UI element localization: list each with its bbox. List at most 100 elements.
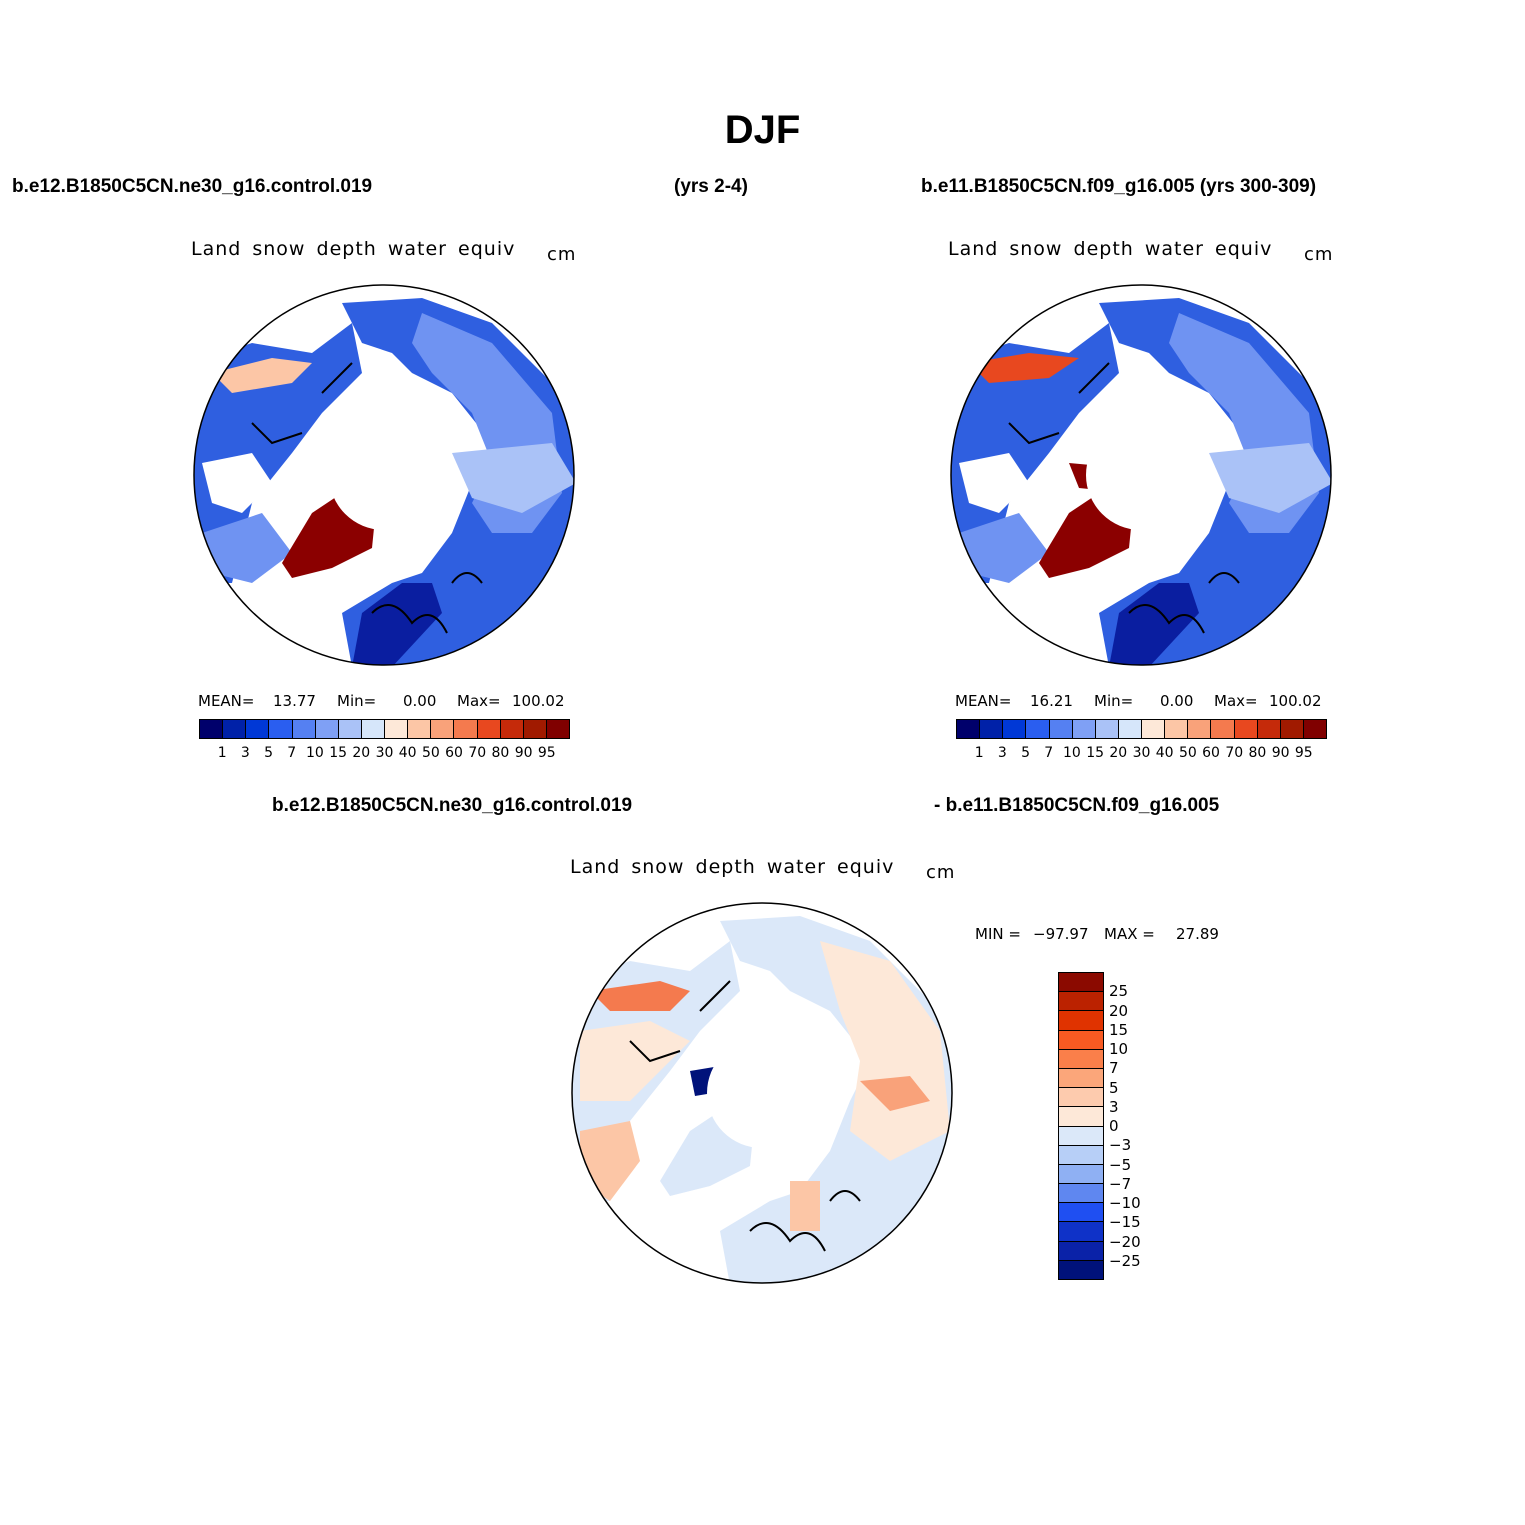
colorbar-swatch bbox=[385, 720, 409, 738]
colorbar-swatch bbox=[454, 720, 478, 738]
diff-case-b-label: - b.e11.B1850C5CN.f09_g16.005 bbox=[934, 795, 1220, 816]
diff-min-value: −97.97 bbox=[1033, 925, 1089, 943]
colorbar-swatch bbox=[1003, 720, 1027, 738]
colorbar-tick-label: 7 bbox=[1044, 745, 1054, 761]
diff-case-a-label: b.e12.B1850C5CN.ne30_g16.control.019 bbox=[272, 795, 633, 816]
left-panel-variable: Land snow depth water equiv bbox=[191, 238, 516, 260]
colorbar-swatch bbox=[1059, 1088, 1103, 1108]
colorbar-swatch bbox=[408, 720, 432, 738]
colorbar-tick-label: 15 bbox=[1109, 1020, 1129, 1039]
left-mean-value: 13.77 bbox=[273, 692, 316, 710]
left-mean-label: MEAN= bbox=[198, 692, 255, 710]
left-polar-map bbox=[193, 284, 575, 666]
colorbar-tick-label: 10 bbox=[1063, 745, 1081, 761]
diff-colorbar bbox=[1058, 972, 1104, 1280]
colorbar-swatch bbox=[361, 720, 385, 738]
diff-panel-units: cm bbox=[926, 862, 956, 883]
colorbar-tick-label: 80 bbox=[1248, 745, 1267, 761]
colorbar-swatch bbox=[223, 720, 247, 738]
right-max-label: Max= bbox=[1214, 692, 1258, 710]
left-panel-units: cm bbox=[547, 244, 577, 265]
colorbar-swatch bbox=[546, 720, 569, 738]
colorbar-tick-label: −25 bbox=[1109, 1251, 1141, 1270]
right-polar-map bbox=[950, 284, 1332, 666]
left-max-label: Max= bbox=[457, 692, 501, 710]
colorbar-tick-label: −5 bbox=[1109, 1155, 1132, 1174]
colorbar-swatch bbox=[1059, 1184, 1103, 1204]
difference-polar-map bbox=[571, 902, 953, 1284]
colorbar-swatch bbox=[1280, 720, 1304, 738]
colorbar-swatch bbox=[1165, 720, 1189, 738]
colorbar-tick-label: 5 bbox=[1109, 1078, 1119, 1097]
colorbar-swatch bbox=[523, 720, 547, 738]
top-left-case-label: b.e12.B1850C5CN.ne30_g16.control.019 bbox=[12, 176, 373, 197]
colorbar-tick-label: 3 bbox=[1109, 1097, 1119, 1116]
top-left-years-label: (yrs 2-4) bbox=[674, 176, 748, 197]
colorbar-tick-label: 70 bbox=[1225, 745, 1244, 761]
colorbar-tick-label: 10 bbox=[306, 745, 324, 761]
colorbar-swatch bbox=[1059, 1164, 1103, 1185]
right-mean-label: MEAN= bbox=[955, 692, 1012, 710]
colorbar-tick-label: 5 bbox=[1021, 745, 1031, 761]
colorbar-swatch bbox=[477, 720, 501, 738]
colorbar-swatch bbox=[1059, 973, 1103, 993]
colorbar-swatch bbox=[500, 720, 524, 738]
left-min-label: Min= bbox=[337, 692, 377, 710]
right-panel-variable: Land snow depth water equiv bbox=[948, 238, 1273, 260]
colorbar-swatch bbox=[1234, 720, 1258, 738]
colorbar-tick-label: 30 bbox=[375, 745, 394, 761]
colorbar-swatch bbox=[1049, 720, 1073, 738]
colorbar-swatch bbox=[1142, 720, 1166, 738]
colorbar-swatch bbox=[1118, 720, 1142, 738]
colorbar-swatch bbox=[1059, 1030, 1103, 1050]
colorbar-swatch bbox=[1188, 720, 1212, 738]
colorbar-tick-label: 40 bbox=[1155, 745, 1174, 761]
colorbar-tick-label: 40 bbox=[398, 745, 417, 761]
colorbar-swatch bbox=[1026, 720, 1050, 738]
left-colorbar-ticks: 1 3 5 7 10 15 20 30 40 50 60 70 80 90 95 bbox=[199, 745, 570, 765]
colorbar-tick-label: 10 bbox=[1109, 1040, 1129, 1058]
diff-colorbar-ticks: 25 20 15 10 7 5 3 0 −3 −5 −7 −10 −15 −20 −25 bbox=[1109, 972, 1169, 1280]
colorbar-tick-label: 50 bbox=[421, 745, 440, 761]
colorbar-swatch bbox=[1059, 1203, 1103, 1223]
colorbar-tick-label: 0 bbox=[1109, 1117, 1119, 1135]
right-max-value: 100.02 bbox=[1269, 692, 1322, 710]
colorbar-tick-label: 3 bbox=[240, 745, 250, 761]
colorbar-swatch bbox=[338, 720, 362, 738]
left-colorbar bbox=[199, 719, 570, 739]
colorbar-swatch bbox=[1059, 1145, 1103, 1165]
colorbar-swatch bbox=[431, 720, 455, 738]
colorbar-tick-label: 95 bbox=[1294, 745, 1313, 761]
colorbar-tick-label: 7 bbox=[287, 745, 297, 761]
colorbar-swatch bbox=[1059, 1049, 1103, 1069]
diff-panel-variable: Land snow depth water equiv bbox=[570, 856, 895, 878]
page-title: DJF bbox=[724, 108, 801, 152]
colorbar-tick-label: 20 bbox=[352, 745, 371, 761]
colorbar-swatch bbox=[246, 720, 270, 738]
colorbar-tick-label: 1 bbox=[217, 745, 227, 761]
colorbar-tick-label: 15 bbox=[329, 745, 348, 761]
colorbar-tick-label: 95 bbox=[537, 745, 556, 761]
right-min-label: Min= bbox=[1094, 692, 1134, 710]
colorbar-swatch bbox=[315, 720, 339, 738]
colorbar-swatch bbox=[1059, 1011, 1103, 1031]
colorbar-tick-label: −3 bbox=[1109, 1136, 1132, 1155]
top-right-case-label: b.e11.B1850C5CN.f09_g16.005 (yrs 300-309… bbox=[921, 176, 1317, 197]
colorbar-swatch bbox=[1059, 1222, 1103, 1242]
colorbar-swatch bbox=[1257, 720, 1281, 738]
colorbar-tick-label: 1 bbox=[974, 745, 984, 761]
colorbar-tick-label: 3 bbox=[997, 745, 1007, 761]
colorbar-tick-label: 90 bbox=[514, 745, 533, 761]
colorbar-tick-label: 25 bbox=[1109, 982, 1129, 1001]
left-max-value: 100.02 bbox=[512, 692, 565, 710]
colorbar-tick-label: −20 bbox=[1109, 1232, 1141, 1251]
colorbar-swatch bbox=[1059, 1107, 1103, 1127]
colorbar-swatch bbox=[1059, 992, 1103, 1012]
colorbar-swatch bbox=[980, 720, 1004, 738]
colorbar-tick-label: 20 bbox=[1109, 745, 1128, 761]
right-panel-units: cm bbox=[1304, 244, 1334, 265]
colorbar-tick-label: 60 bbox=[1202, 745, 1220, 761]
colorbar-swatch bbox=[292, 720, 316, 738]
colorbar-swatch bbox=[1095, 720, 1119, 738]
colorbar-tick-label: 70 bbox=[468, 745, 487, 761]
